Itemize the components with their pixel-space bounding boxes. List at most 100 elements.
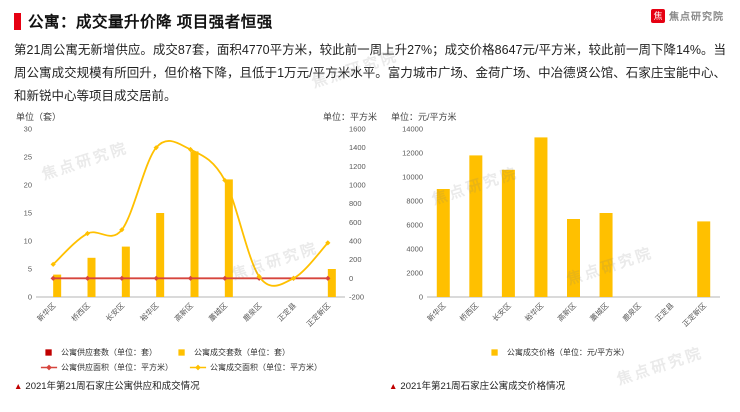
bar [469,155,483,298]
unit-label-right-axis: 单位：平方米 [322,112,377,123]
svg-text:200: 200 [349,256,362,265]
legend-label: 公寓成交面积（单位：平方米） [210,363,322,373]
charts-row: 单位（套） 单位：平方米 0 5 10 15 20 25 30 -200 0 200 400 600 8… [14,110,726,392]
legend-line-icon [40,364,58,371]
svg-text:1400: 1400 [349,144,366,153]
bar [156,213,165,298]
x-tick-label: 鹿泉区 [620,300,643,323]
legend-label: 公寓成交套数（单位：套） [194,348,290,358]
caption-text: 2021年第21周石家庄公寓供应和成交情况 [25,381,200,393]
page-title: 公寓：成交量升价降 项目强者恒强 [28,14,273,31]
caption-left-chart: ▲ 2021年第21周石家庄公寓供应和成交情况 [14,378,379,392]
x-tick-label: 裕华区 [522,300,545,323]
diamond-marker [84,231,91,237]
bar [567,219,580,298]
diamond-marker [325,240,331,246]
svg-text:-200: -200 [349,293,364,302]
svg-text:400: 400 [349,237,362,246]
x-tick-label: 长安区 [490,300,513,323]
brand-logo: 焦 焦点研究院 [651,8,724,23]
supply-deal-chart-block: 单位（套） 单位：平方米 0 5 10 15 20 25 30 -200 0 200 400 600 8… [14,110,379,392]
x-tick-label: 正定新区 [304,300,333,329]
x-tick-label: 长安区 [103,300,126,323]
bar [599,213,613,298]
legend-label: 公寓成交价格（单位：元/平方米） [506,348,630,358]
svg-text:0: 0 [419,293,423,302]
x-tick-label: 正定新区 [680,300,709,329]
svg-text:600: 600 [349,218,362,227]
legend-item: 公寓成交套数（单位：套） [173,347,290,358]
caption-triangle-icon: ▲ [389,381,398,392]
price-chart-legend: 公寓成交价格（单位：元/平方米） [389,347,726,375]
svg-text:4000: 4000 [406,245,423,254]
unit-labels-left-chart: 单位（套） 单位：平方米 [14,110,379,123]
x-tick-label: 鹿泉区 [241,300,264,323]
svg-text:30: 30 [24,125,32,134]
svg-text:25: 25 [24,153,32,162]
svg-text:20: 20 [24,181,32,190]
combo-chart-legend: 公寓供应套数（单位：套） 公寓成交套数（单位：套） 公寓供应面积（单位：平方米） 公寓… [14,347,379,375]
x-tick-label: 桥西区 [457,300,480,323]
x-tick-label: 正定县 [275,300,298,323]
legend-label: 公寓供应面积（单位：平方米） [61,363,173,373]
bar [53,274,62,298]
summary-paragraph: 第21周公寓无新增供应。成交87套，面积4770平方米，较此前一周上升27%；成… [14,43,726,104]
svg-text:0: 0 [349,274,353,283]
bar [534,137,548,298]
bar [501,170,515,298]
legend-label: 公寓供应套数（单位：套） [61,348,157,358]
unit-labels-right-chart: 单位：元/平方米 [389,110,726,123]
svg-text:10: 10 [24,237,32,246]
legend-item: 公寓供应套数（单位：套） [40,347,157,358]
svg-text:12000: 12000 [402,149,423,158]
x-tick-label: 桥西区 [69,300,92,323]
brand-logo-text: 焦点研究院 [669,12,724,23]
legend-square-icon [491,349,498,357]
x-tick-label: 裕华区 [138,300,161,323]
svg-text:1000: 1000 [349,181,366,190]
bar [190,151,199,298]
svg-text:15: 15 [24,209,32,218]
x-tick-label: 高新区 [172,300,195,323]
diamond-marker [222,178,228,184]
legend-square-icon [45,349,52,357]
price-bar-chart: 0 2000 4000 6000 8000 10000 12000 14000 新华区 桥西区 长安… [402,125,720,329]
unit-label-price-axis: 单位：元/平方米 [391,112,457,123]
svg-text:1200: 1200 [349,162,366,171]
price-chart-block: 单位：元/平方米 0 2000 4000 6000 8000 10000 12000 1400… [389,110,726,392]
header: 公寓：成交量升价降 项目强者恒强 [14,10,726,32]
svg-text:800: 800 [349,200,362,209]
svg-text:0: 0 [28,293,32,302]
legend-item: 公寓成交价格（单位：元/平方米） [486,347,629,358]
title-accent-bar [14,12,21,30]
svg-text:6000: 6000 [406,221,423,230]
x-tick-label: 高新区 [555,300,578,323]
legend-square-icon [178,349,185,357]
bar [121,246,130,298]
legend-item: 公寓供应面积（单位：平方米） [40,362,173,373]
x-tick-label: 藁城区 [206,300,229,323]
caption-text: 2021年第21周石家庄公寓成交价格情况 [400,381,566,393]
caption-right-chart: ▲ 2021年第21周石家庄公寓成交价格情况 [389,378,726,392]
x-tick-label: 正定县 [653,300,676,323]
diamond-marker [187,147,194,153]
brand-logo-icon: 焦 [651,8,665,23]
bar [87,258,96,298]
bar [697,221,711,298]
svg-text:14000: 14000 [402,125,423,134]
x-tick-label: 新华区 [35,300,58,323]
supply-deal-combo-chart: 0 5 10 15 20 25 30 -200 0 200 400 600 800 1000 1200 140… [24,125,366,329]
legend-line-icon [189,364,207,371]
unit-label-left-axis: 单位（套） [16,112,62,123]
svg-text:8000: 8000 [406,197,423,206]
bar [327,269,336,298]
svg-text:1600: 1600 [349,125,366,134]
diamond-marker [153,145,159,151]
svg-text:2000: 2000 [406,269,423,278]
diamond-marker [119,227,125,233]
svg-text:5: 5 [28,265,32,274]
caption-triangle-icon: ▲ [14,381,23,392]
svg-text:10000: 10000 [402,173,423,182]
legend-item: 公寓成交面积（单位：平方米） [189,362,322,373]
